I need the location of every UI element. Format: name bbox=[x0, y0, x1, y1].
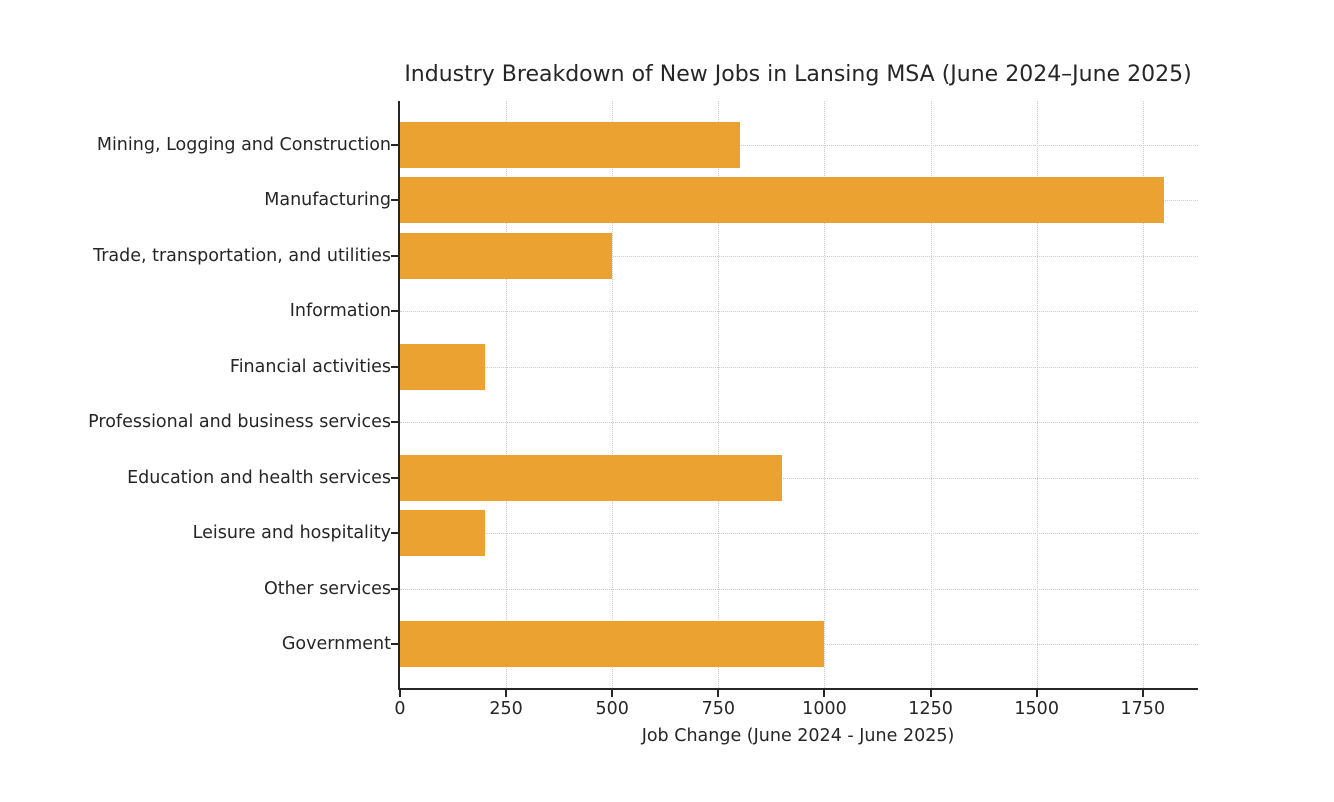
x-tick-label: 0 bbox=[394, 699, 406, 719]
y-tick-mark bbox=[391, 365, 398, 368]
bar-mining-logging-and-construction bbox=[400, 122, 740, 168]
x-tick-label: 250 bbox=[489, 699, 523, 719]
y-axis-label: Manufacturing bbox=[264, 190, 391, 211]
x-gridline bbox=[930, 101, 932, 688]
x-tick-mark bbox=[1035, 690, 1038, 697]
y-gridline bbox=[400, 533, 1198, 535]
y-tick-mark bbox=[391, 144, 398, 146]
y-axis-label: Leisure and hospitality bbox=[192, 523, 391, 544]
x-gridline bbox=[824, 101, 826, 688]
bar-financial-activities bbox=[400, 343, 485, 390]
y-axis-label: Trade, transportation, and utilities bbox=[93, 245, 391, 266]
x-tick-mark bbox=[399, 690, 401, 697]
x-tick-mark bbox=[717, 690, 720, 697]
x-tick-mark bbox=[611, 690, 614, 697]
y-gridline bbox=[400, 588, 1198, 590]
y-tick-mark bbox=[391, 532, 398, 535]
bar-education-and-health-services bbox=[400, 454, 783, 501]
x-tick-mark bbox=[1141, 690, 1144, 697]
x-tick-label: 500 bbox=[595, 699, 629, 719]
x-gridline bbox=[1142, 101, 1144, 688]
x-gridline bbox=[506, 101, 508, 688]
y-gridline bbox=[400, 366, 1198, 368]
x-tick-label: 750 bbox=[701, 699, 736, 719]
x-gridline bbox=[1036, 101, 1038, 688]
x-tick-label: 1500 bbox=[1014, 699, 1059, 719]
y-gridline bbox=[400, 255, 1198, 257]
x-tick-label: 1000 bbox=[802, 699, 847, 719]
y-tick-mark bbox=[391, 310, 398, 313]
y-axis-label: Education and health services bbox=[127, 467, 391, 488]
y-axis-label: Other services bbox=[263, 578, 391, 599]
x-tick-mark bbox=[823, 690, 826, 697]
bar-government bbox=[400, 621, 825, 667]
y-axis-label: Information bbox=[289, 301, 391, 322]
y-axis-label: Government bbox=[281, 634, 391, 654]
y-tick-mark bbox=[391, 587, 398, 590]
y-tick-mark bbox=[391, 476, 398, 479]
y-axis-labels: Mining, Logging and Construction Manufact… bbox=[0, 101, 391, 688]
x-tick-mark bbox=[505, 690, 508, 697]
y-tick-mark bbox=[391, 643, 398, 645]
x-tick-label: 1250 bbox=[908, 699, 953, 719]
chart-title: Industry Breakdown of New Jobs in Lansin… bbox=[404, 62, 1192, 87]
y-axis-label: Financial activities bbox=[229, 356, 391, 377]
bar-trade-transportation-and-utilities bbox=[400, 232, 613, 279]
x-gridline bbox=[718, 101, 720, 688]
y-tick-mark bbox=[391, 199, 398, 202]
y-gridline bbox=[400, 311, 1198, 313]
y-axis-label: Professional and business services bbox=[88, 412, 391, 433]
bar-manufacturing bbox=[400, 177, 1165, 224]
x-gridline bbox=[612, 101, 614, 688]
x-tick-label: 1750 bbox=[1120, 699, 1166, 719]
x-axis-title: Job Change (June 2024 - June 2025) bbox=[641, 726, 955, 746]
bar-leisure-and-hospitality bbox=[400, 510, 485, 557]
y-gridline bbox=[400, 422, 1198, 424]
y-gridline bbox=[400, 477, 1198, 479]
y-tick-mark bbox=[391, 254, 398, 257]
y-axis-label: Mining, Logging and Construction bbox=[96, 135, 391, 155]
x-tick-mark bbox=[929, 690, 932, 697]
y-tick-mark bbox=[391, 421, 398, 424]
plot-area: 0 250 500 750 1000 1250 1500 1750 bbox=[391, 101, 1198, 719]
y-gridline bbox=[400, 145, 1198, 146]
